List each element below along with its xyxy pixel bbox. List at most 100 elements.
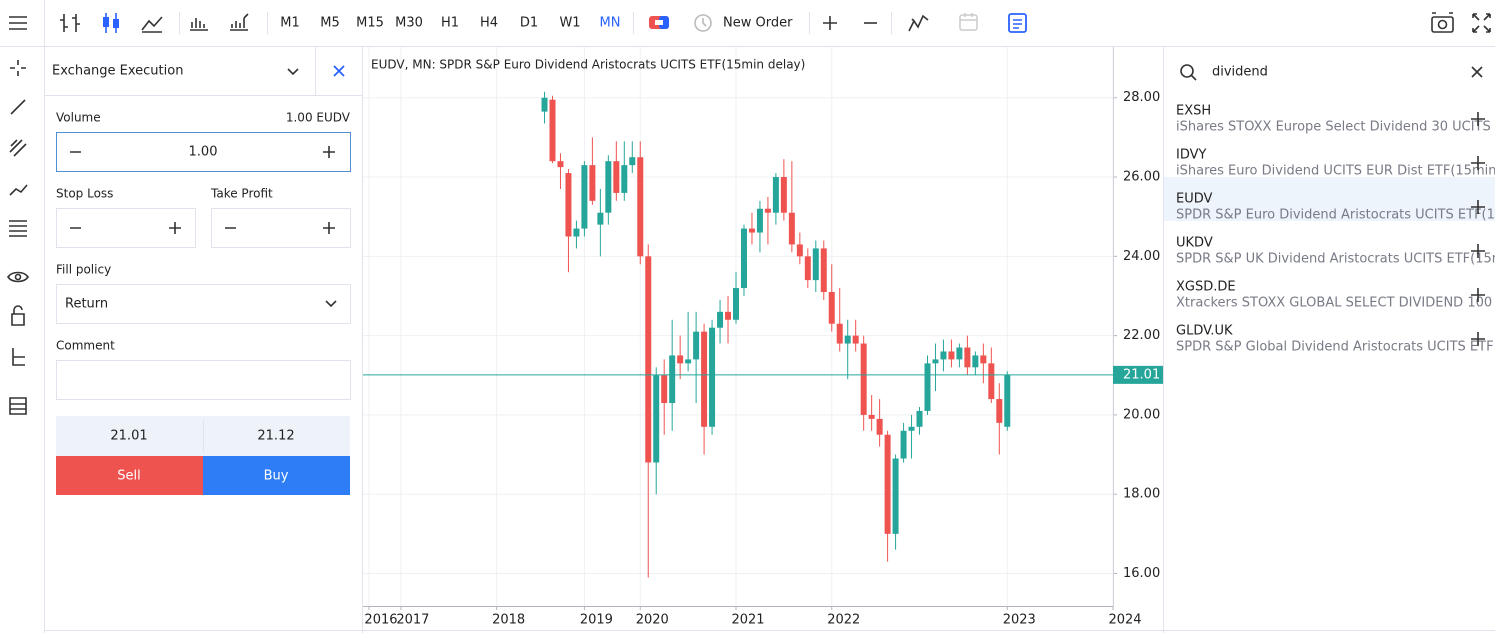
tick-volume-button[interactable] — [230, 13, 249, 31]
trade-button[interactable] — [649, 16, 669, 29]
candle-body — [972, 355, 979, 368]
new-order-button[interactable]: New Order — [723, 16, 793, 31]
panel-title: Exchange Execution — [52, 64, 183, 79]
candle-body — [772, 177, 779, 213]
comment-input[interactable] — [56, 360, 351, 400]
clear-search[interactable] — [1471, 66, 1483, 78]
candle-body — [868, 414, 875, 419]
timeframe-button[interactable]: M30 — [395, 16, 423, 31]
objects-tool[interactable] — [12, 348, 25, 366]
fill-policy-label: Fill policy — [56, 263, 111, 277]
depth-tool[interactable] — [9, 397, 27, 415]
take-profit-label: Take Profit — [210, 187, 273, 201]
indicators-button[interactable] — [908, 14, 929, 32]
timeframe-button[interactable]: D1 — [520, 16, 538, 31]
result-symbol: IDVY — [1176, 148, 1207, 163]
candle-body — [852, 335, 859, 344]
crosshair-tool[interactable] — [10, 60, 26, 76]
x-tick-label: 2021 — [731, 613, 764, 628]
result-symbol: GLDV.UK — [1176, 324, 1233, 339]
candle-body — [764, 208, 771, 213]
candle-body — [589, 165, 596, 201]
candle-body — [613, 161, 620, 193]
candle-body — [836, 323, 843, 344]
calendar-button[interactable] — [959, 13, 978, 31]
timeframe-button[interactable]: M5 — [320, 16, 340, 31]
screenshot-button[interactable] — [1431, 12, 1454, 33]
fill-policy-select[interactable] — [56, 284, 351, 324]
volume-hint: 1.00 EUDV — [286, 111, 351, 125]
x-tick-label: 2019 — [580, 613, 613, 628]
result-description: Xtrackers STOXX GLOBAL SELECT DIVIDEND 1… — [1176, 296, 1495, 311]
last-price-tag — [1113, 365, 1163, 384]
candle-body — [581, 165, 588, 229]
add-symbol-button[interactable] — [1471, 332, 1485, 346]
candle-body — [740, 228, 747, 289]
add-symbol-button[interactable] — [1471, 244, 1485, 258]
line-chart-button[interactable] — [141, 16, 163, 33]
x-tick-label: 2016 — [364, 613, 397, 628]
path-tool[interactable] — [9, 184, 28, 196]
new-order-icon[interactable] — [694, 14, 712, 32]
bid-price: 21.01 — [110, 429, 147, 444]
menu-button[interactable] — [9, 16, 27, 30]
candle-body — [828, 292, 835, 324]
timeframe-button[interactable]: H4 — [480, 16, 498, 31]
result-description: iShares Euro Dividend UCITS EUR Dist ETF… — [1176, 164, 1495, 179]
fill-policy-value: Return — [65, 297, 108, 312]
fibonacci-tool[interactable] — [9, 220, 27, 237]
candle-body — [924, 363, 931, 411]
result-description: SPDR S&P UK Dividend Aristocrats UCITS E… — [1176, 252, 1495, 267]
timeframe-button[interactable]: MN — [600, 16, 621, 31]
result-symbol: EUDV — [1176, 192, 1213, 207]
candle-body — [804, 256, 811, 281]
volume-label: Volume — [56, 111, 101, 125]
candle-body — [788, 212, 795, 245]
candle-body — [756, 208, 763, 233]
candle-body — [844, 335, 851, 344]
candle-chart-button[interactable] — [103, 13, 119, 33]
volume-value: 1.00 — [189, 145, 218, 160]
result-description: SPDR S&P Global Dividend Aristocrats UCI… — [1176, 340, 1494, 355]
sidebar-icons — [7, 60, 29, 415]
y-tick-label: 28.00 — [1123, 90, 1160, 105]
volume-input[interactable] — [56, 132, 351, 172]
candle-body — [565, 173, 572, 237]
lock-tool[interactable] — [11, 305, 25, 326]
close-button[interactable] — [333, 65, 345, 77]
candle-body — [1004, 374, 1011, 427]
candle-body — [645, 256, 652, 463]
candle-body — [884, 434, 891, 534]
search-query[interactable]: dividend — [1212, 65, 1268, 80]
candle-body — [908, 426, 915, 431]
candle-body — [900, 430, 907, 459]
volume-button[interactable] — [190, 18, 208, 31]
add-symbol-button[interactable] — [1471, 288, 1485, 302]
candle-body — [661, 375, 668, 404]
add-symbol-button[interactable] — [1471, 112, 1485, 126]
steppers[interactable] — [70, 222, 335, 234]
fullscreen-button[interactable] — [1472, 13, 1491, 33]
timeframe-button[interactable]: H1 — [441, 16, 459, 31]
buy-button[interactable] — [203, 456, 350, 495]
add-symbol-button[interactable] — [1471, 200, 1485, 214]
zoom-in-button[interactable] — [823, 16, 837, 30]
y-tick-label: 18.00 — [1123, 487, 1160, 502]
sell-button[interactable] — [56, 456, 203, 495]
candle-body — [996, 399, 1003, 423]
bar-chart-button[interactable] — [60, 14, 80, 32]
timeframe-button[interactable]: M15 — [356, 16, 384, 31]
volume-steppers[interactable] — [70, 146, 335, 158]
x-tick-label: 2022 — [827, 613, 860, 628]
collapse-button[interactable] — [287, 68, 299, 76]
timeframe-button[interactable]: M1 — [280, 16, 300, 31]
timeframe-button[interactable]: W1 — [559, 16, 580, 31]
chart-title: EUDV, MN: SPDR S&P Euro Dividend Aristoc… — [371, 58, 805, 72]
channel-tool[interactable] — [9, 139, 27, 157]
last-price-label: 21.01 — [1123, 367, 1160, 382]
journal-button[interactable] — [1008, 13, 1027, 33]
visibility-tool[interactable] — [7, 271, 29, 283]
line-tool[interactable] — [10, 99, 26, 115]
add-symbol-button[interactable] — [1471, 156, 1485, 170]
candle-body — [733, 288, 740, 320]
